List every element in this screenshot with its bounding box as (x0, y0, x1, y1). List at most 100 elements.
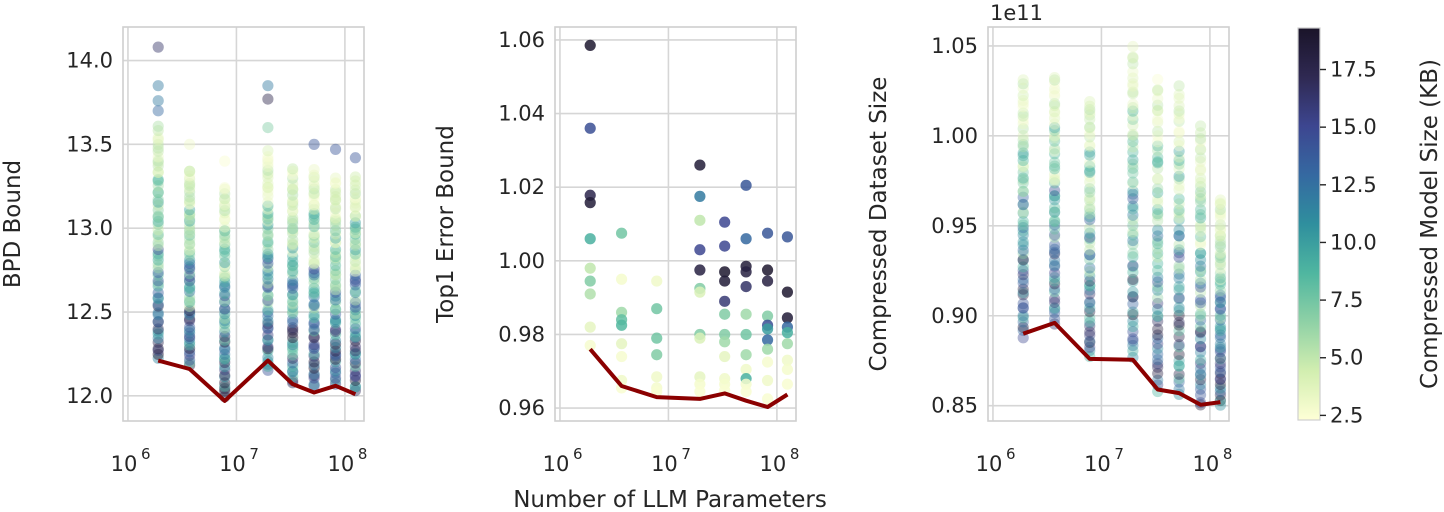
data-point (308, 257, 320, 269)
data-point (1152, 338, 1164, 350)
data-point (308, 254, 320, 266)
data-point (152, 254, 164, 266)
data-point (287, 250, 299, 262)
panel-bpd-grid (123, 27, 364, 421)
data-point (651, 275, 663, 287)
data-point (1127, 247, 1139, 259)
data-point (219, 193, 231, 206)
data-point (152, 132, 164, 144)
data-point (1214, 258, 1227, 271)
data-point (183, 342, 196, 355)
data-point (183, 261, 196, 273)
data-point (1048, 243, 1061, 255)
data-point (308, 199, 320, 211)
data-point (329, 232, 342, 244)
data-point (152, 186, 164, 199)
data-point (615, 319, 628, 331)
data-point (349, 188, 362, 200)
data-point (1048, 214, 1061, 227)
data-point (349, 294, 362, 306)
data-point (349, 326, 362, 338)
data-point (1152, 348, 1164, 360)
data-point (329, 143, 342, 155)
data-point (152, 269, 164, 281)
data-point (219, 342, 231, 354)
data-point (1152, 156, 1164, 168)
data-point (349, 304, 362, 316)
data-point (287, 239, 299, 251)
data-point (262, 238, 274, 250)
data-point (781, 286, 794, 298)
data-point (1084, 249, 1096, 261)
data-point (1194, 247, 1207, 259)
data-point (183, 257, 196, 269)
data-point (1127, 72, 1139, 84)
data-point (1173, 163, 1185, 175)
data-point (1194, 127, 1207, 139)
data-point (1127, 339, 1139, 352)
data-point (329, 225, 342, 237)
data-point (1048, 143, 1061, 155)
data-point (349, 248, 362, 260)
data-point (308, 342, 320, 355)
data-point (1048, 278, 1061, 290)
data-point (219, 204, 231, 217)
data-point (1127, 315, 1139, 327)
data-point (761, 323, 774, 335)
data-point (1048, 190, 1061, 202)
data-point (719, 240, 731, 252)
panel-bpd-ylabel: BPD Bound (0, 160, 26, 288)
data-point (329, 212, 342, 224)
data-point (152, 307, 164, 319)
data-point (1152, 310, 1164, 323)
data-point (1152, 224, 1164, 236)
data-point (1152, 247, 1164, 259)
data-point (262, 207, 274, 220)
data-point (183, 332, 196, 344)
data-point (349, 265, 362, 277)
data-point (1152, 374, 1164, 386)
data-point (1127, 214, 1139, 226)
data-point (1173, 136, 1185, 148)
data-point (152, 218, 164, 230)
data-point (719, 295, 731, 307)
data-point (152, 287, 164, 299)
data-point (152, 348, 164, 361)
data-point (1048, 194, 1061, 206)
y-tick-label: 1.06 (498, 28, 545, 52)
data-point (1048, 190, 1061, 202)
data-point (1152, 113, 1164, 126)
data-point (329, 250, 342, 263)
data-point (308, 291, 320, 303)
data-point (1048, 206, 1061, 218)
data-point (349, 360, 362, 372)
data-point (329, 251, 342, 264)
data-point (1017, 174, 1029, 186)
data-point (1194, 254, 1207, 266)
data-point (329, 314, 342, 326)
data-point (1173, 309, 1185, 321)
data-point (219, 380, 231, 393)
data-point (1194, 144, 1207, 156)
data-point (219, 188, 231, 200)
data-point (1214, 303, 1227, 316)
data-point (781, 378, 794, 390)
data-point (1152, 73, 1164, 86)
data-point (1152, 140, 1164, 152)
data-point (1127, 154, 1139, 166)
data-point (329, 374, 342, 387)
data-point (183, 197, 196, 209)
data-point (1017, 269, 1029, 281)
data-point (262, 203, 274, 215)
data-point (1017, 229, 1029, 241)
data-point (219, 303, 231, 316)
data-point (1127, 102, 1139, 114)
data-point (1017, 273, 1029, 286)
data-point (761, 343, 774, 355)
data-point (1152, 182, 1164, 195)
data-point (308, 138, 320, 150)
data-point (1194, 369, 1207, 381)
data-point (1127, 113, 1139, 126)
data-point (1152, 85, 1164, 97)
x-tick-label: 10 (1084, 452, 1111, 476)
